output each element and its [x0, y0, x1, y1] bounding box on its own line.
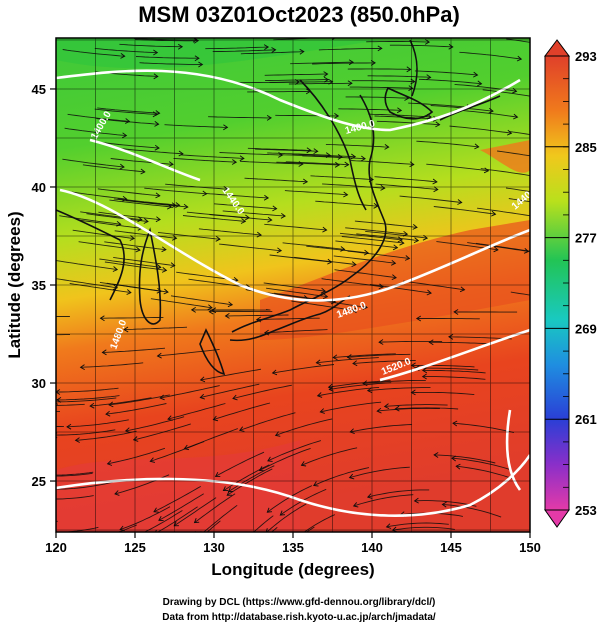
- chart-title: MSM 03Z01Oct2023 (850.0hPa): [138, 2, 460, 27]
- lat-lon-grid: [56, 38, 530, 532]
- colorbar-tick-label: 293: [575, 49, 597, 64]
- y-tick-label: 30: [32, 376, 46, 391]
- x-tick-label: 125: [124, 540, 146, 555]
- credit-drawing: Drawing by DCL (https://www.gfd-dennou.o…: [163, 597, 436, 608]
- x-axis: 120 125 130 135 140 145 150: [45, 532, 541, 555]
- y-tick-label: 35: [32, 278, 46, 293]
- y-tick-label: 40: [32, 180, 46, 195]
- y-tick-label: 45: [32, 82, 46, 97]
- y-tick-label: 25: [32, 474, 46, 489]
- x-tick-label: 130: [203, 540, 225, 555]
- x-tick-label: 145: [440, 540, 462, 555]
- x-tick-label: 120: [45, 540, 67, 555]
- x-tick-label: 135: [282, 540, 304, 555]
- colorbar-tick-label: 285: [575, 140, 597, 155]
- colorbar-tick-label: 277: [575, 231, 597, 246]
- x-axis-label: Longitude (degrees): [211, 560, 374, 579]
- height-contours: [56, 69, 530, 517]
- y-axis: 25 30 35 40 45: [32, 82, 56, 489]
- credit-data: Data from http://database.rish.kyoto-u.a…: [162, 612, 436, 623]
- colorbar-tick-label: 261: [575, 412, 597, 427]
- colorbar-tick-label: 253: [575, 503, 597, 518]
- colorbar-max-arrow: [544, 39, 570, 57]
- colorbar-min-arrow: [544, 509, 570, 528]
- colorbar: 293 285 277 269 261 253: [544, 39, 597, 528]
- colorbar-tick-label: 269: [575, 321, 597, 336]
- x-tick-label: 150: [519, 540, 541, 555]
- plot-area: 1400.0 1440.0 1400.0 1480.0 1480.0 1520.…: [55, 37, 541, 533]
- y-axis-label: Latitude (degrees): [5, 211, 24, 358]
- wind-streamlines: [56, 38, 530, 532]
- x-tick-label: 140: [361, 540, 383, 555]
